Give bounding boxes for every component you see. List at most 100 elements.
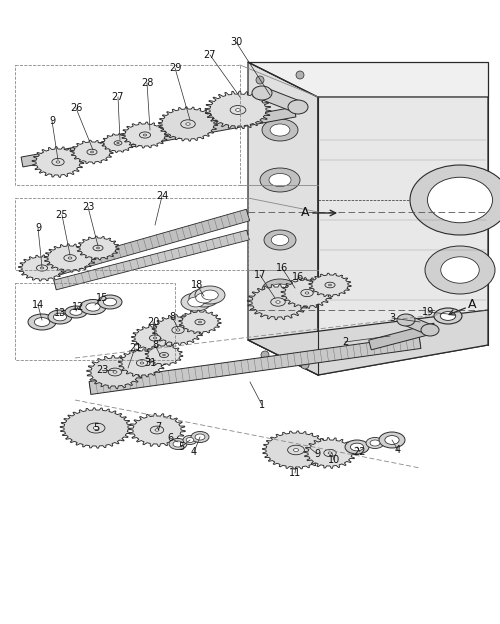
Polygon shape [128, 414, 186, 447]
Polygon shape [158, 107, 218, 141]
Ellipse shape [36, 265, 48, 271]
Ellipse shape [80, 300, 106, 314]
Ellipse shape [236, 109, 240, 111]
Polygon shape [89, 336, 421, 394]
Ellipse shape [188, 297, 204, 307]
Ellipse shape [288, 100, 308, 114]
Polygon shape [248, 310, 488, 375]
Ellipse shape [186, 437, 194, 442]
Polygon shape [248, 285, 308, 319]
Polygon shape [32, 147, 84, 177]
Ellipse shape [96, 247, 100, 249]
Ellipse shape [191, 432, 209, 442]
Text: 15: 15 [96, 293, 108, 303]
Text: 31: 31 [144, 358, 156, 368]
Ellipse shape [160, 353, 168, 358]
Text: 27: 27 [204, 50, 216, 60]
Ellipse shape [385, 436, 399, 444]
Ellipse shape [428, 177, 492, 223]
Ellipse shape [64, 255, 76, 261]
Polygon shape [18, 255, 66, 281]
Polygon shape [86, 356, 144, 389]
Text: 6: 6 [167, 433, 173, 443]
Ellipse shape [108, 368, 122, 376]
Ellipse shape [260, 168, 300, 192]
Polygon shape [152, 314, 204, 345]
Text: A: A [301, 207, 309, 220]
Ellipse shape [270, 298, 285, 306]
Ellipse shape [90, 151, 94, 153]
Ellipse shape [150, 335, 160, 341]
Text: 25: 25 [56, 210, 68, 220]
Text: 4: 4 [395, 445, 401, 455]
Text: 16: 16 [292, 272, 304, 282]
Ellipse shape [324, 449, 336, 457]
Ellipse shape [150, 426, 164, 434]
Ellipse shape [350, 443, 364, 451]
Ellipse shape [136, 359, 147, 366]
Ellipse shape [269, 173, 291, 187]
Ellipse shape [421, 324, 439, 336]
Text: 11: 11 [289, 468, 301, 478]
Polygon shape [118, 349, 166, 377]
Polygon shape [54, 209, 250, 276]
Text: 1: 1 [259, 400, 265, 410]
Circle shape [256, 76, 264, 84]
Text: 28: 28 [141, 78, 153, 88]
Ellipse shape [140, 362, 143, 364]
Ellipse shape [195, 434, 205, 440]
Polygon shape [304, 437, 356, 469]
Ellipse shape [328, 284, 332, 286]
Ellipse shape [345, 440, 369, 454]
Ellipse shape [155, 429, 159, 431]
Polygon shape [179, 310, 221, 334]
Text: A: A [468, 298, 476, 311]
Polygon shape [404, 315, 432, 335]
Ellipse shape [117, 142, 119, 144]
Ellipse shape [104, 298, 117, 306]
Ellipse shape [397, 314, 415, 326]
Polygon shape [262, 431, 330, 469]
Ellipse shape [28, 314, 56, 330]
Ellipse shape [54, 313, 66, 321]
Circle shape [296, 71, 304, 79]
Text: 30: 30 [230, 37, 242, 47]
Ellipse shape [186, 123, 190, 125]
Ellipse shape [276, 301, 280, 303]
Ellipse shape [262, 119, 298, 141]
Polygon shape [71, 140, 113, 163]
Text: 22: 22 [354, 447, 366, 457]
Text: 10: 10 [328, 455, 340, 465]
Ellipse shape [370, 440, 380, 446]
Ellipse shape [441, 257, 479, 283]
Polygon shape [205, 91, 271, 129]
Ellipse shape [434, 308, 462, 324]
Ellipse shape [425, 246, 495, 294]
Polygon shape [260, 87, 300, 113]
Polygon shape [309, 273, 351, 297]
Polygon shape [132, 325, 178, 351]
Polygon shape [281, 278, 333, 308]
Ellipse shape [183, 436, 197, 444]
Ellipse shape [196, 293, 212, 303]
Polygon shape [122, 122, 168, 148]
Ellipse shape [169, 439, 187, 449]
Ellipse shape [189, 289, 219, 307]
Ellipse shape [113, 371, 117, 373]
Ellipse shape [162, 354, 166, 356]
Ellipse shape [198, 321, 202, 323]
Ellipse shape [87, 149, 97, 155]
Text: 29: 29 [169, 63, 181, 73]
Text: 17: 17 [254, 270, 266, 280]
Text: 19: 19 [422, 307, 434, 317]
Circle shape [261, 351, 269, 359]
Polygon shape [248, 62, 488, 97]
Text: 27: 27 [112, 92, 124, 102]
Text: 14: 14 [32, 300, 44, 310]
Ellipse shape [288, 446, 304, 455]
Ellipse shape [56, 161, 60, 163]
Ellipse shape [301, 290, 313, 296]
Text: 7: 7 [155, 422, 161, 432]
Ellipse shape [230, 105, 246, 114]
Text: 9: 9 [314, 449, 320, 459]
